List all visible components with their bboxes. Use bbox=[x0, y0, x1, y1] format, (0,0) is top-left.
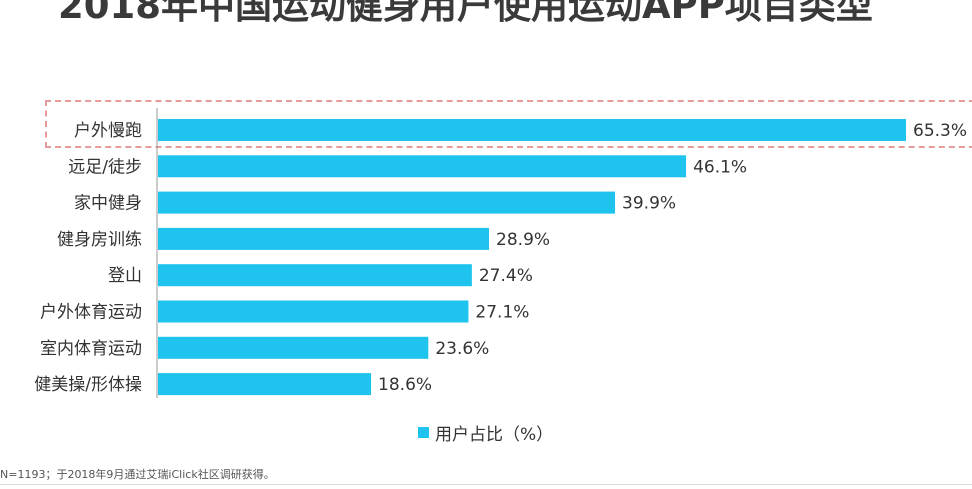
page-title: 2018年中国运动健身用户使用运动APP项目类型 bbox=[58, 0, 873, 27]
bar-6 bbox=[158, 336, 429, 359]
value-label-2: 39.9% bbox=[622, 194, 676, 214]
legend-swatch bbox=[418, 426, 429, 438]
category-label-7: 健美操/形体操 bbox=[34, 375, 142, 395]
category-label-4: 登山 bbox=[108, 266, 142, 286]
bar-0 bbox=[158, 119, 906, 141]
legend-label: 用户占比（%） bbox=[435, 424, 554, 445]
category-label-3: 健身房训练 bbox=[57, 230, 142, 250]
legend: 用户占比（%） bbox=[418, 420, 554, 445]
value-label-3: 28.9% bbox=[496, 230, 550, 250]
value-label-7: 18.6% bbox=[378, 375, 432, 395]
value-label-5: 27.1% bbox=[475, 303, 529, 323]
bottom-divider bbox=[0, 484, 972, 485]
category-label-2: 家中健身 bbox=[74, 194, 142, 214]
category-label-5: 户外体育运动 bbox=[40, 303, 142, 323]
value-label-1: 46.1% bbox=[693, 157, 747, 177]
bar-7 bbox=[158, 373, 372, 396]
value-label-6: 23.6% bbox=[435, 339, 489, 359]
bar-1 bbox=[158, 155, 687, 178]
footnote: N=1193；于2018年9月通过艾瑞iClick社区调研获得。 bbox=[0, 468, 275, 481]
bar-3 bbox=[158, 227, 490, 250]
bar-5 bbox=[158, 300, 469, 323]
bar-2 bbox=[158, 191, 616, 214]
bar-4 bbox=[158, 264, 472, 287]
category-label-6: 室内体育运动 bbox=[40, 339, 142, 359]
category-label-0: 户外慢跑 bbox=[74, 120, 142, 141]
highlight-box-top-category bbox=[45, 100, 972, 148]
category-label-1: 远足/徒步 bbox=[68, 157, 142, 177]
value-label-0: 65.3% bbox=[913, 121, 967, 141]
value-label-4: 27.4% bbox=[479, 266, 533, 286]
